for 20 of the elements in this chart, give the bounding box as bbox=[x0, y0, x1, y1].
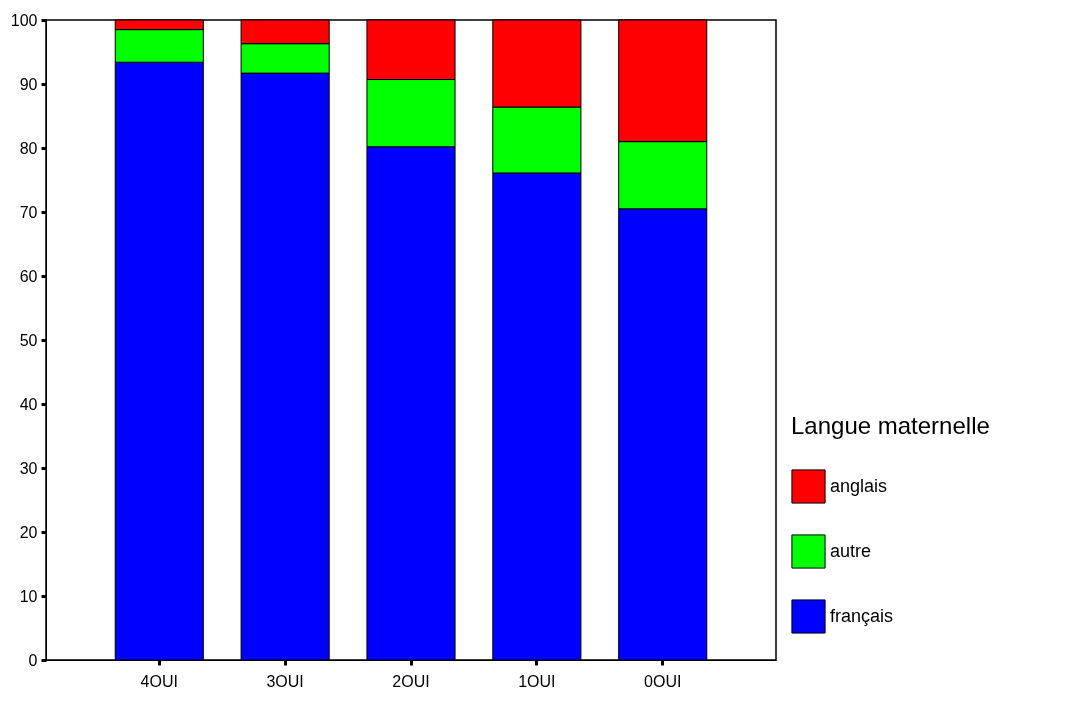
y-tick-label: 60 bbox=[19, 267, 38, 285]
y-tick-label: 80 bbox=[19, 139, 38, 157]
legend-label: français bbox=[830, 605, 894, 626]
x-tick-label: 1OUI bbox=[518, 672, 556, 690]
y-tick-label: 90 bbox=[19, 75, 38, 93]
y-tick-label: 20 bbox=[19, 523, 38, 541]
y-tick-label: 30 bbox=[19, 459, 38, 477]
legend-label: anglais bbox=[830, 475, 888, 496]
legend-label: autre bbox=[830, 540, 872, 561]
x-tick-label: 3OUI bbox=[266, 672, 304, 690]
y-tick-label: 10 bbox=[19, 587, 38, 605]
x-tick-label: 0OUI bbox=[644, 672, 682, 690]
y-tick-label: 70 bbox=[19, 203, 38, 221]
x-tick-label: 2OUI bbox=[392, 672, 430, 690]
legend-title: Langue maternelle bbox=[791, 412, 990, 439]
y-tick-label: 50 bbox=[19, 331, 38, 349]
x-tick-label: 4OUI bbox=[140, 672, 178, 690]
y-tick-label: 40 bbox=[19, 395, 38, 413]
y-tick-label: 0 bbox=[28, 651, 38, 669]
y-tick-label: 100 bbox=[10, 11, 38, 29]
